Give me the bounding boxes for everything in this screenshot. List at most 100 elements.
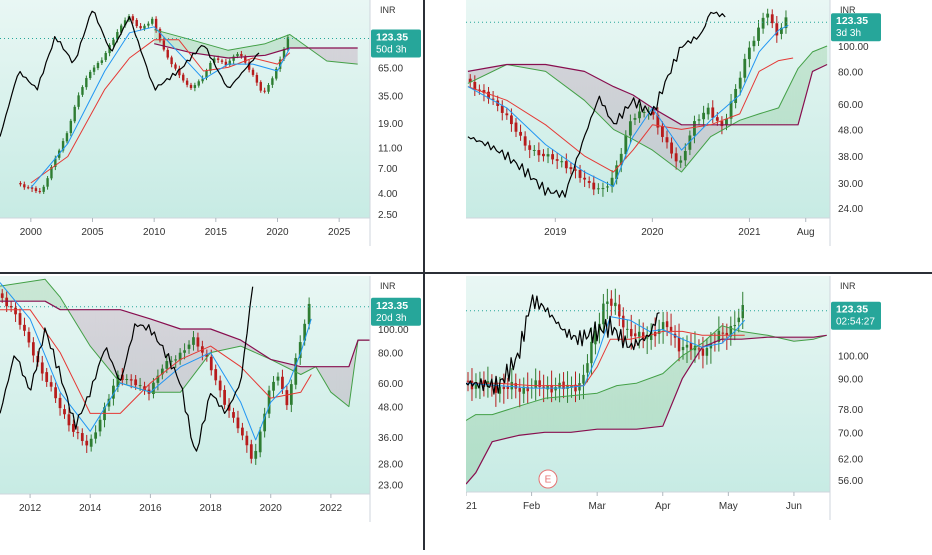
candle-body (294, 357, 298, 385)
time-axis[interactable] (466, 492, 830, 520)
y-tick-label: 78.00 (838, 405, 863, 416)
cloud-segment (484, 414, 488, 458)
cloud-segment (322, 47, 324, 59)
candle-body (542, 153, 545, 157)
candle-body (624, 135, 628, 155)
cloud-segment (325, 47, 328, 61)
cloud-segment (30, 280, 34, 302)
cloud-segment (628, 383, 632, 430)
candle-body (523, 136, 527, 146)
x-tick-label: Jun (786, 501, 802, 512)
time-axis[interactable] (0, 218, 370, 246)
candle-body (741, 304, 744, 319)
cloud-segment (698, 124, 702, 152)
cloud-segment (189, 39, 192, 53)
cloud-segment (237, 338, 241, 347)
y-tick-label: 48.00 (378, 403, 403, 414)
candle-body (705, 347, 709, 356)
cloud-segment (815, 49, 819, 71)
candle-body (192, 337, 195, 345)
candle-body (259, 82, 262, 91)
cloud-segment (788, 82, 792, 125)
cloud-segment (664, 369, 668, 423)
cloud-segment (749, 116, 753, 125)
cloud-segment (154, 29, 156, 45)
x-tick-label: May (719, 501, 738, 512)
y-tick-label: 24.00 (838, 204, 863, 215)
cloud-segment (201, 42, 204, 55)
span_b-line (467, 63, 828, 126)
span_b-line (0, 300, 370, 368)
last-price-badge[interactable] (831, 13, 881, 42)
candle-body (725, 332, 729, 336)
span_a-line (0, 278, 370, 408)
cloud-segment (650, 106, 654, 151)
candle-body (775, 23, 779, 36)
cloud-segment (785, 88, 789, 125)
cloud-segment (679, 355, 683, 386)
candle-body (166, 49, 169, 58)
candle-body (100, 60, 104, 63)
candle-body (709, 343, 713, 349)
last-price-badge[interactable] (831, 301, 881, 330)
cloud-segment (802, 337, 806, 341)
cloud-segment (345, 47, 348, 64)
cloud-segment (550, 397, 554, 433)
cloud-segment (244, 47, 246, 57)
cloud-segment (101, 309, 105, 365)
cloud-segment (274, 39, 277, 53)
x-tick-label: Aug (797, 227, 815, 238)
candle-body (693, 121, 696, 136)
cloud-segment (601, 390, 605, 430)
candle-body (519, 131, 522, 136)
candle-body (587, 181, 591, 183)
y-tick-label: 23.00 (378, 480, 403, 491)
candle-body (697, 348, 701, 350)
cloud-segment (320, 366, 324, 381)
cloud-segment (293, 36, 295, 48)
candle-body (187, 344, 191, 349)
candle-body (534, 380, 537, 388)
cloud-segment (49, 284, 53, 306)
candle-body (182, 74, 185, 81)
candle-body (54, 387, 57, 399)
candle-body (542, 386, 545, 388)
candle-body (468, 78, 472, 83)
candle-body (23, 324, 26, 331)
time-axis[interactable] (466, 218, 830, 246)
candle-body (27, 331, 31, 343)
candle-body (158, 29, 162, 41)
candle-body (550, 384, 553, 393)
chart-panel-2: 24.00 30.00 38.00 48.00 60.00 80.00 100.00 INR 2… (466, 0, 882, 246)
cloud-segment (212, 329, 216, 353)
candle-body (738, 77, 742, 89)
cloud-segment (505, 409, 509, 439)
cloud-segment (222, 333, 226, 351)
candle-body (19, 183, 22, 185)
cloud-segment (151, 319, 155, 393)
cloud-segment (809, 52, 813, 84)
candle-body (46, 178, 49, 187)
kijun-line (30, 39, 291, 184)
candle-body (147, 23, 150, 26)
y-tick-label: 100.00 (838, 352, 869, 363)
time-axis[interactable] (0, 494, 370, 522)
cloud-segment (177, 36, 180, 50)
x-tick-label: 2014 (79, 503, 102, 514)
candle-body (466, 380, 470, 382)
cloud-segment (203, 328, 207, 362)
y-tick-label: 7.00 (378, 164, 398, 175)
candle-body (661, 322, 665, 330)
earnings-event-icon[interactable] (538, 469, 558, 489)
candle-body (213, 58, 216, 63)
candle-body (38, 191, 42, 193)
candle-body (5, 297, 9, 307)
cloud-segment (277, 38, 280, 52)
cloud-segment (824, 46, 828, 66)
cloud-segment (643, 379, 647, 429)
cloud-segment (299, 366, 303, 374)
cloud-segment (172, 326, 176, 393)
last-price-badge[interactable] (371, 29, 421, 58)
cloud-segment (520, 404, 524, 436)
last-price-badge[interactable] (371, 297, 421, 326)
